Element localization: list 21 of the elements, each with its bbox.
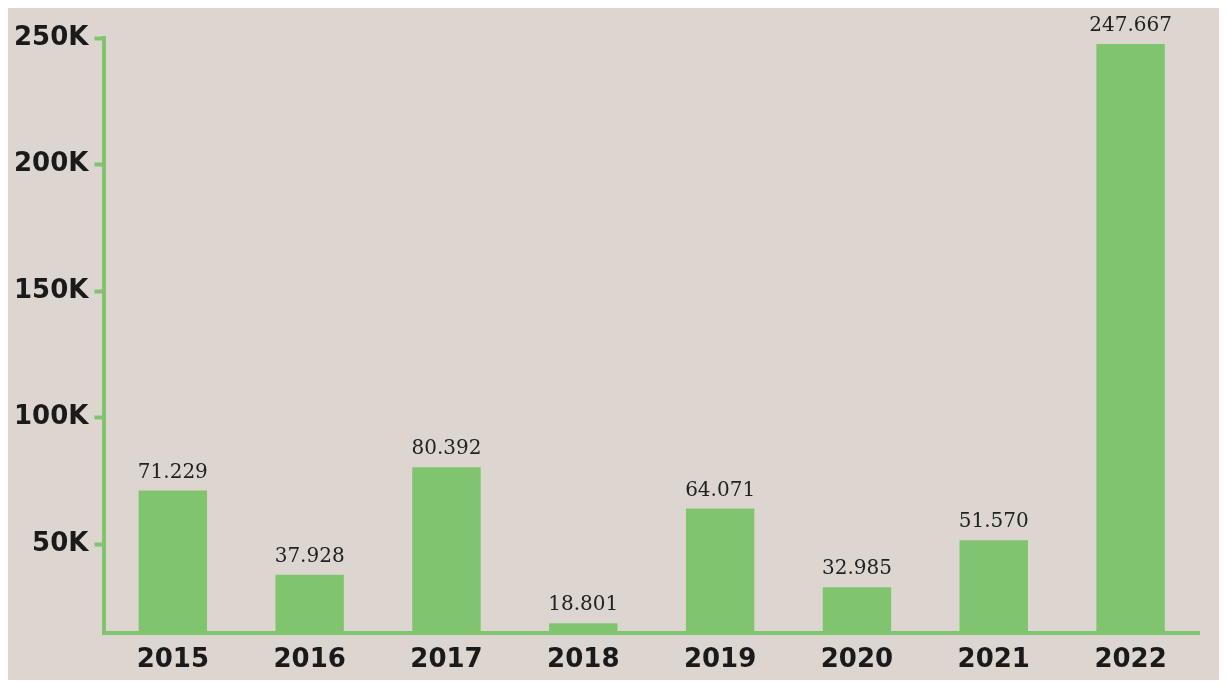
x-tick-label: 2015 xyxy=(136,643,210,674)
data-label: 80.392 xyxy=(411,435,482,460)
x-tick-label: 2018 xyxy=(547,643,620,674)
x-tick-label: 2020 xyxy=(820,643,894,674)
y-tick-label: 200K xyxy=(14,147,90,178)
y-tick-label: 100K xyxy=(14,400,90,431)
x-tick-label: 2021 xyxy=(957,643,1030,674)
x-tick-label: 2016 xyxy=(273,643,346,674)
x-tick-label: 2022 xyxy=(1094,643,1167,674)
data-label: 37.928 xyxy=(274,542,345,567)
x-tick-label: 2019 xyxy=(683,643,757,674)
data-label: 247.667 xyxy=(1089,12,1172,37)
data-label: 64.071 xyxy=(685,476,756,501)
data-label: 18.801 xyxy=(548,591,619,616)
y-tick-label: 250K xyxy=(14,20,90,51)
y-tick-label: 150K xyxy=(14,273,90,304)
y-tick-label: 50K xyxy=(32,526,90,557)
data-label: 32.985 xyxy=(821,555,892,580)
x-tick-label: 2017 xyxy=(410,643,483,674)
data-label: 71.229 xyxy=(137,458,208,483)
data-label: 51.570 xyxy=(958,508,1029,533)
